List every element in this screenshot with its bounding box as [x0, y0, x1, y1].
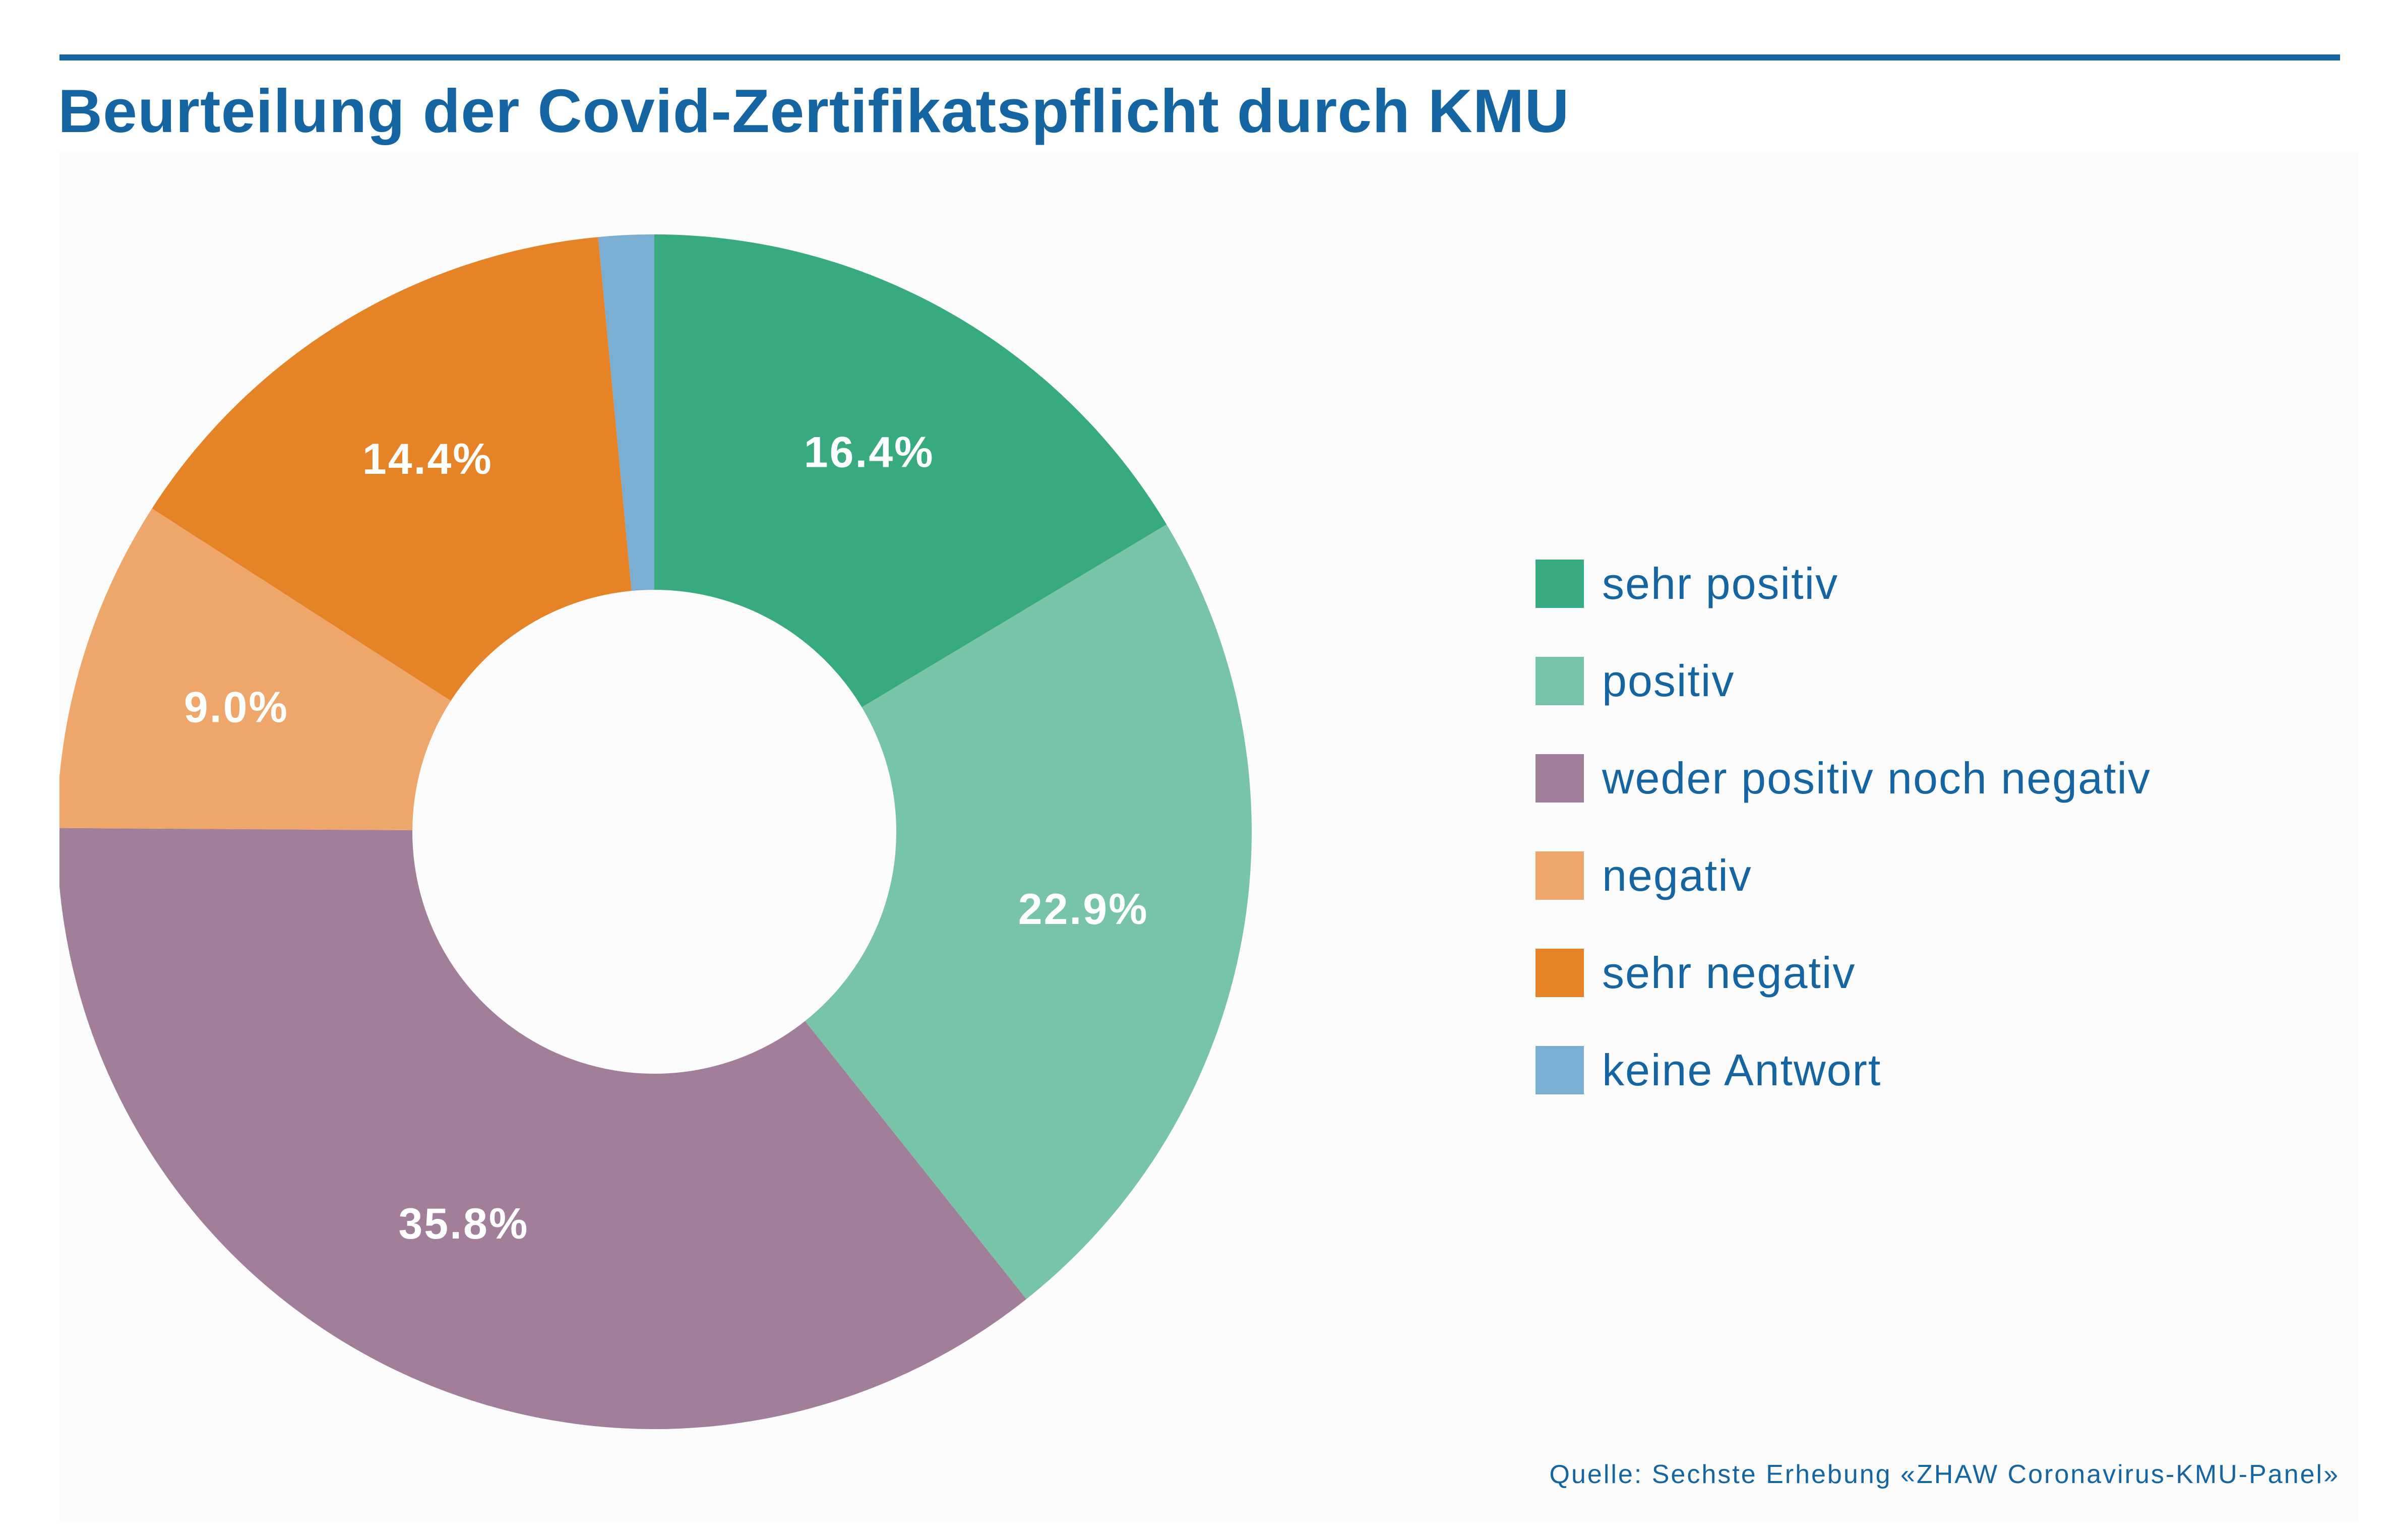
- legend-swatch-0: [1536, 560, 1584, 608]
- slice-value-label-3: 9.0%: [184, 683, 289, 731]
- legend-item-4: sehr negativ: [1536, 948, 2151, 998]
- legend-swatch-2: [1536, 754, 1584, 803]
- donut-slice-2: [59, 828, 1026, 1429]
- legend-swatch-4: [1536, 949, 1584, 997]
- legend: sehr positiv positiv weder positiv noch ne…: [1536, 559, 2152, 1143]
- legend-item-0: sehr positiv: [1536, 559, 2151, 608]
- legend-label-1: positiv: [1602, 656, 1735, 706]
- legend-swatch-1: [1536, 657, 1584, 705]
- donut-chart: 16.4% 22.9% 35.8% 9.0% 14.4%: [59, 234, 1252, 1429]
- title-rule: [59, 54, 2340, 60]
- legend-item-3: negativ: [1536, 850, 2151, 900]
- chart-panel: 16.4% 22.9% 35.8% 9.0% 14.4% sehr positiv pos…: [59, 151, 2358, 1522]
- legend-label-3: negativ: [1602, 850, 1752, 900]
- legend-label-0: sehr positiv: [1602, 559, 1839, 608]
- legend-item-5: keine Antwort: [1536, 1045, 2151, 1095]
- slice-value-label-4: 14.4%: [362, 435, 493, 483]
- legend-label-4: sehr negativ: [1602, 948, 1856, 998]
- donut-slice-0: [654, 234, 1167, 708]
- legend-swatch-3: [1536, 851, 1584, 900]
- slice-value-label-2: 35.8%: [398, 1200, 529, 1248]
- slice-value-label-1: 22.9%: [1018, 885, 1149, 934]
- legend-item-1: positiv: [1536, 656, 2151, 706]
- donut-slice-5: [598, 234, 654, 591]
- slice-value-label-0: 16.4%: [804, 428, 935, 476]
- donut-slice-3: [59, 508, 451, 830]
- donut-slice-1: [805, 524, 1252, 1300]
- legend-item-2: weder positiv noch negativ: [1536, 753, 2152, 803]
- legend-label-2: weder positiv noch negativ: [1602, 753, 2152, 803]
- donut-slice-4: [152, 237, 632, 701]
- chart-title: Beurteilung der Covid-Zertifikatspflicht…: [58, 77, 1570, 145]
- legend-swatch-5: [1536, 1046, 1584, 1094]
- source-note: Quelle: Sechste Erhebung «ZHAW Coronavir…: [1549, 1460, 2340, 1489]
- legend-label-5: keine Antwort: [1602, 1045, 1882, 1095]
